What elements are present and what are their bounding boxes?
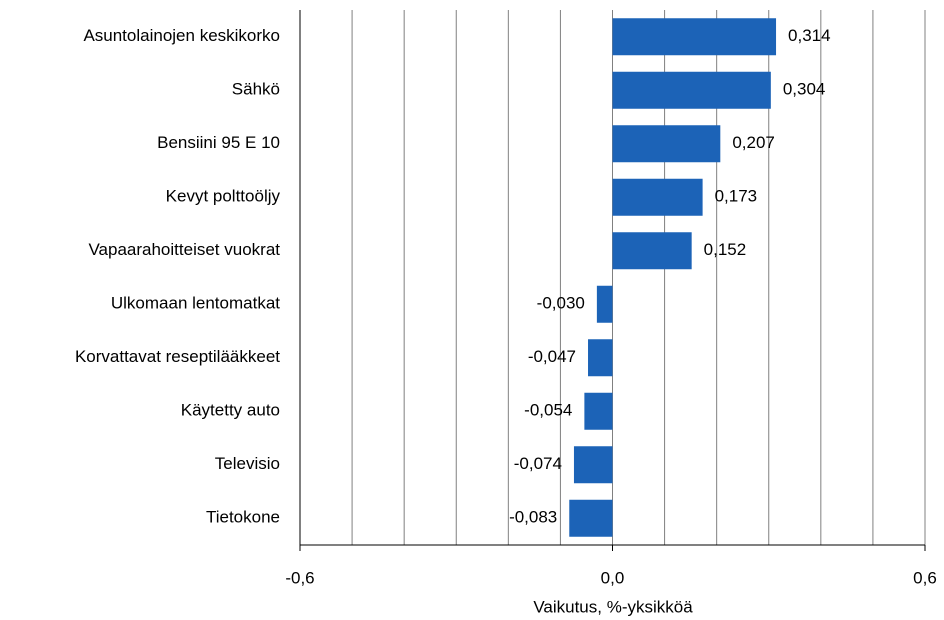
y-tick-label: Korvattavat reseptilääkkeet: [75, 347, 280, 366]
value-label: 0,207: [732, 133, 775, 152]
y-tick-label: Asuntolainojen keskikorko: [83, 26, 280, 45]
value-label: -0,054: [524, 401, 572, 420]
y-tick-label: Ulkomaan lentomatkat: [111, 294, 280, 313]
x-tick-label: 0,6: [913, 568, 937, 587]
bar: [612, 71, 771, 109]
y-tick-label: Kevyt polttoöljy: [166, 187, 281, 206]
y-tick-label: Sähkö: [232, 80, 280, 99]
y-tick-label: Käytetty auto: [181, 401, 280, 420]
value-label: 0,152: [704, 240, 747, 259]
value-label: -0,047: [528, 347, 576, 366]
bar: [584, 392, 613, 430]
bar: [612, 18, 777, 56]
value-label: -0,074: [514, 454, 562, 473]
bar: [588, 339, 613, 377]
y-tick-label: Tietokone: [206, 508, 280, 527]
x-tick-label: -0,6: [285, 568, 314, 587]
x-axis-title: Vaikutus, %-yksikköä: [533, 597, 693, 616]
value-label: -0,083: [509, 508, 557, 527]
bar: [596, 285, 613, 323]
y-tick-label: Vapaarahoitteiset vuokrat: [88, 240, 280, 259]
bar: [612, 178, 703, 216]
x-tick-label: 0,0: [601, 568, 625, 587]
y-tick-label: Televisio: [215, 454, 280, 473]
value-label: 0,304: [783, 80, 826, 99]
bar: [569, 499, 613, 537]
bar: [612, 125, 721, 163]
bar: [573, 446, 613, 484]
value-label: 0,173: [715, 187, 758, 206]
y-tick-label: Bensiini 95 E 10: [157, 133, 280, 152]
bar: [612, 232, 692, 270]
value-label: 0,314: [788, 26, 831, 45]
value-label: -0,030: [537, 294, 585, 313]
